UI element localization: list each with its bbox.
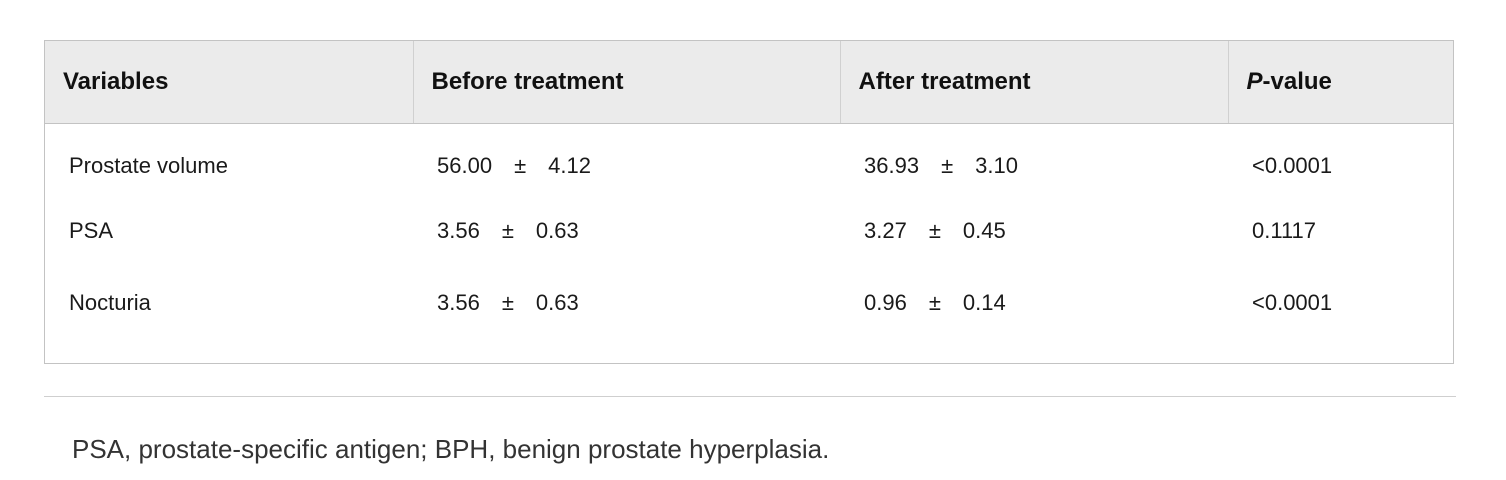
plus-minus-symbol: ±	[928, 290, 941, 315]
table-row: Prostate volume 56.00 ±4.12 36.93 ±3.10 <0…	[45, 123, 1453, 195]
row-after-value: 0.96 ±0.14	[840, 267, 1228, 339]
before-mean: 3.56	[437, 218, 480, 243]
after-sd: 0.45	[962, 218, 1006, 243]
row-p-value: <0.0001	[1252, 290, 1333, 315]
before-sd: 0.63	[535, 290, 579, 315]
row-variable: PSA	[69, 218, 114, 243]
row-variable: Nocturia	[69, 290, 151, 315]
row-p-value: 0.1117	[1252, 218, 1317, 243]
header-p-value-suffix: -value	[1262, 67, 1332, 95]
after-sd: 3.10	[975, 153, 1018, 179]
row-after-value: 36.93 ±3.10	[840, 123, 1228, 195]
plus-minus-symbol: ±	[501, 290, 514, 315]
before-sd: 0.63	[535, 218, 579, 243]
after-sd: 0.14	[962, 290, 1006, 315]
results-table-container: Variables Before treatment After treatme…	[44, 40, 1454, 364]
header-after-treatment: After treatment	[840, 41, 1229, 124]
before-mean: 3.56	[437, 290, 480, 315]
header-p-value: P-value	[1228, 41, 1453, 124]
after-mean: 3.27	[864, 218, 907, 243]
row-before-value: 56.00 ±4.12	[413, 123, 840, 195]
table-row: Nocturia 3.56 ±0.63 0.96 ±0.14 <0.0001	[45, 267, 1453, 339]
table-footnote: PSA, prostate-specific antigen; BPH, ben…	[72, 434, 830, 464]
plus-minus-symbol: ±	[941, 153, 954, 179]
footnote-divider	[44, 396, 1456, 397]
table-row: PSA 3.56 ±0.63 3.27 ±0.45 0.1117	[45, 195, 1453, 267]
before-mean: 56.00	[437, 153, 493, 179]
plus-minus-symbol: ±	[928, 218, 941, 243]
before-sd: 4.12	[548, 153, 591, 179]
row-p-value: <0.0001	[1252, 153, 1333, 179]
header-variables: Variables	[45, 41, 414, 124]
header-before-treatment: Before treatment	[413, 41, 841, 124]
table-header-row: Variables Before treatment After treatme…	[45, 41, 1453, 124]
row-after-value: 3.27 ±0.45	[840, 195, 1228, 267]
plus-minus-symbol: ±	[501, 218, 514, 243]
plus-minus-symbol: ±	[514, 153, 527, 179]
after-mean: 0.96	[864, 290, 907, 315]
results-table: Variables Before treatment After treatme…	[45, 41, 1453, 339]
header-p-value-italic: P	[1246, 67, 1263, 95]
after-mean: 36.93	[864, 153, 920, 179]
row-variable: Prostate volume	[69, 153, 228, 179]
row-before-value: 3.56 ±0.63	[413, 195, 840, 267]
row-before-value: 3.56 ±0.63	[413, 267, 840, 339]
